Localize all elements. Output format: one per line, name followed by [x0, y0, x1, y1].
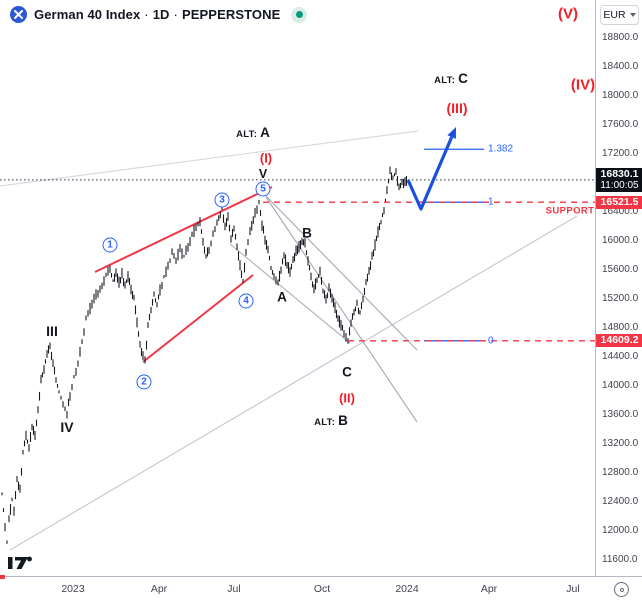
- wave-letter-label: B: [302, 225, 312, 241]
- wave-circle-5: 5: [255, 181, 271, 197]
- price-tick-label: 17200.0: [602, 147, 639, 159]
- market-open-dot-icon: [295, 11, 303, 18]
- price-tick-label: 18400.0: [602, 60, 639, 72]
- price-tick-label: 13600.0: [602, 408, 639, 420]
- axis-settings-icon[interactable]: [614, 582, 629, 597]
- price-axis[interactable]: EUR 18800.0 18400.0 18000.0 17600.0 17200.0 1…: [595, 0, 642, 576]
- wave-degree-label: (I): [259, 150, 273, 166]
- price-tick-label: 17600.0: [602, 118, 639, 130]
- wave-circle-1: 1: [102, 237, 118, 253]
- time-tick-label: Jul: [566, 583, 580, 595]
- symbol-header[interactable]: German 40 Index · 1D · PEPPERSTONE: [10, 6, 308, 23]
- market-status-indicator[interactable]: [291, 6, 308, 23]
- symbol-logo-icon: [10, 6, 27, 23]
- descending-gray-2: [265, 196, 418, 423]
- fib-level-label: 1: [488, 196, 494, 208]
- price-tick-label: 15200.0: [602, 292, 639, 304]
- descending-gray-1: [265, 195, 418, 351]
- alt-count-label: ALT: A: [236, 125, 270, 140]
- tradingview-logo-icon[interactable]: [7, 551, 33, 578]
- wave-degree-label: (II): [339, 390, 355, 406]
- price-alert-label: 14609.2: [596, 334, 642, 348]
- fib-level-label: 0: [488, 335, 494, 347]
- price-tick-label: 11600.0: [602, 553, 638, 565]
- provider-label: PEPPERSTONE: [181, 7, 281, 22]
- fib-level-label: 1.382: [488, 143, 514, 155]
- currency-label: EUR: [603, 9, 626, 21]
- symbol-title: German 40 Index · 1D · PEPPERSTONE: [34, 7, 281, 22]
- wave-degree-label: (IV): [570, 76, 596, 94]
- wave-lower-trendline-red: [142, 274, 254, 363]
- time-tick-label: 2024: [395, 583, 419, 595]
- wave-letter-label: A: [277, 289, 287, 305]
- price-tick-label: 14800.0: [602, 321, 639, 333]
- series-start-marker: [0, 575, 5, 579]
- wave-circle-4: 4: [238, 293, 254, 309]
- time-tick-label: Apr: [480, 583, 498, 595]
- price-tick-label: 12400.0: [602, 495, 639, 507]
- wave-letter-label: V: [258, 167, 268, 181]
- price-tick-label: 16400.0: [602, 205, 639, 217]
- price-alert-label: 16521.5: [596, 195, 642, 209]
- price-tick-label: 12000.0: [602, 524, 639, 536]
- wave-degree-label: (V): [558, 5, 578, 23]
- price-tick-label: 13200.0: [602, 437, 639, 449]
- alt-count-label: ALT: C: [434, 71, 468, 86]
- price-tick-label: 15600.0: [602, 263, 639, 275]
- time-axis[interactable]: 2023 Apr Jul Oct 2024 Apr Jul: [0, 575, 642, 600]
- wave-letter-label: C: [342, 364, 352, 380]
- time-tick-label: 2023: [61, 583, 85, 595]
- wave-circle-3: 3: [214, 192, 230, 208]
- price-tick-label: 14000.0: [602, 379, 639, 391]
- wave-upper-trendline-red: [94, 186, 273, 273]
- interval-label: 1D: [152, 7, 170, 22]
- wave-letter-label: III: [46, 323, 58, 339]
- time-tick-label: Apr: [150, 583, 168, 595]
- price-tick-label: 16000.0: [602, 234, 639, 246]
- descending-gray-3: [229, 243, 351, 344]
- upper-channel-gray: [0, 130, 419, 187]
- symbol-name: German 40 Index: [34, 7, 141, 22]
- price-tick-label: 12800.0: [602, 466, 639, 478]
- wave-degree-label: (III): [446, 100, 468, 116]
- price-tick-label: 18800.0: [602, 31, 639, 43]
- price-tick-label: 14400.0: [602, 350, 639, 362]
- wave-circle-2: 2: [136, 374, 152, 390]
- currency-selector[interactable]: EUR: [600, 5, 639, 25]
- price-tick-label: 18000.0: [602, 89, 639, 101]
- wave-letter-label: IV: [60, 419, 74, 435]
- last-price-label: 16830.1 11:00:05: [596, 167, 642, 192]
- time-tick-label: Jul: [227, 583, 241, 595]
- alt-count-label: ALT: B: [314, 413, 348, 428]
- ascending-base-gray: [9, 215, 578, 551]
- projection-arrow-head-icon: [447, 127, 456, 139]
- time-tick-label: Oct: [313, 583, 331, 595]
- projection-arrow-shaft: [406, 136, 454, 211]
- chevron-down-icon: [629, 13, 636, 17]
- support-label: SUPPORT: [545, 205, 595, 217]
